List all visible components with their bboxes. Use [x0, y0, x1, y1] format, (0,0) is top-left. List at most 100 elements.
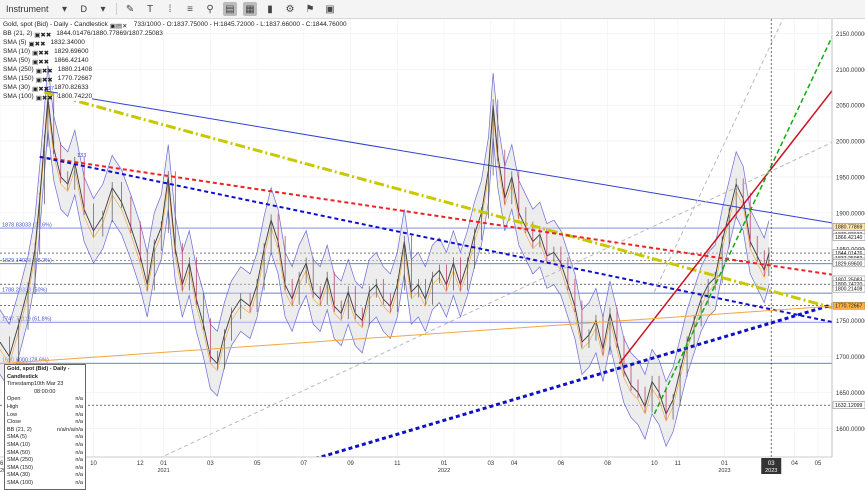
x-tick-label: 12 — [137, 461, 144, 467]
text-icon[interactable]: T — [146, 3, 154, 15]
toolbar-divider — [116, 3, 118, 15]
info-value: n/a — [75, 419, 83, 426]
trendline[interactable] — [618, 90, 833, 365]
flag-icon[interactable]: ⚑ — [305, 3, 315, 15]
info-key: SMA (30) — [7, 472, 30, 479]
info-key: High — [7, 403, 19, 410]
period-selector[interactable]: D — [80, 4, 88, 14]
info-key: SMA (5) — [7, 434, 27, 441]
trendline[interactable] — [44, 90, 833, 310]
legend-item-controls-icon[interactable]: ▣✖✖ — [32, 58, 50, 66]
info-row: Close n/a — [7, 419, 83, 427]
trendline[interactable] — [39, 155, 833, 323]
x-tick-label: 04 — [511, 461, 518, 467]
x-axis-background — [0, 457, 865, 487]
trendline[interactable] — [44, 90, 833, 224]
price-label-text: 1770.72667 — [835, 304, 863, 310]
info-key: Low — [7, 411, 18, 418]
legend-item: SMA (50) ▣✖✖ 1866.42140 — [3, 56, 347, 66]
bollinger-fill — [0, 65, 769, 447]
info-key: BB (21, 2) — [7, 426, 32, 433]
x-tick-label: 11 — [675, 461, 682, 467]
legend-item-value: 1770.72667 — [57, 74, 93, 83]
price-label-text: 1829.69600 — [835, 261, 863, 267]
trendline[interactable] — [653, 19, 784, 293]
x-axis[interactable]: 0620200708101201202103050709110120220304… — [0, 456, 865, 487]
x-tick-label: 05 — [815, 461, 822, 467]
price-label-text: 1844.01476 — [835, 251, 863, 257]
info-key: SMA (100) — [7, 479, 33, 486]
price-label-text: 1632.12099 — [835, 403, 863, 409]
y-tick-label: 2050.00000 — [836, 104, 865, 110]
y-tick-label: 1650.00000 — [836, 391, 865, 397]
legend-item-value: 1880.21408 — [57, 65, 93, 74]
price-label-text: 1880.77869 — [835, 225, 863, 231]
info-row: BB (21, 2) n/a/n/a/n/a — [7, 427, 83, 435]
price-label-text: 1800.21408 — [835, 287, 863, 293]
legend-item-controls-icon[interactable]: ▣✖✖ — [32, 49, 50, 57]
legend-item-label: SMA (5) — [3, 39, 27, 46]
candles-icon[interactable]: ⁞ — [168, 3, 172, 15]
fib-level-label: 1788.23333 (50%) — [2, 288, 47, 294]
trendline[interactable] — [39, 155, 833, 276]
legend-item-label: SMA (150) — [3, 75, 34, 82]
info-key: Timestamp — [7, 381, 34, 388]
fib-level-label: 1690.6000 (78.6%) — [2, 358, 49, 364]
trendline[interactable] — [0, 305, 833, 365]
trendline[interactable] — [70, 142, 833, 487]
x-tick-label: 10 — [90, 461, 97, 467]
grid-icon[interactable]: ▦ — [243, 2, 258, 16]
legend-controls-icon[interactable]: ▣▤✕ — [109, 22, 128, 30]
y-tick-label: 2000.00000 — [836, 140, 865, 146]
y-tick-label: 1700.00000 — [836, 355, 865, 361]
x-tick-sublabel: 2023 — [718, 468, 730, 474]
x-tick-label: 08 — [604, 461, 611, 467]
y-tick-label: 2150.00000 — [836, 32, 865, 38]
save-icon[interactable]: ▣ — [325, 3, 335, 15]
y-tick-label: 1900.00000 — [836, 211, 865, 217]
legend-item-controls-icon[interactable]: ▣✖✖ — [32, 85, 50, 93]
pencil-icon[interactable]: ✎ — [125, 3, 135, 15]
info-value: n/a/n/a/n/a — [57, 426, 83, 433]
info-key: SMA (10) — [7, 441, 30, 448]
legend-item: SMA (150) ▣✖✖ 1770.72667 — [3, 74, 347, 84]
info-key: Open — [7, 396, 21, 403]
legend-item-controls-icon[interactable]: ▣✖✖ — [35, 94, 53, 102]
info-key: SMA (250) — [7, 457, 33, 464]
fib-level-label: 1747.72119 (61.8%) — [2, 317, 52, 323]
info-row: SMA (100) n/a — [7, 480, 83, 488]
legend-item-value: 1866.42140 — [54, 56, 89, 65]
legend-item-label: SMA (10) — [3, 48, 31, 55]
info-key: SMA (50) — [7, 449, 30, 456]
legend-item-controls-icon[interactable]: ▣✖✖ — [35, 76, 53, 84]
legend-item-value: 1829.69600 — [54, 47, 89, 56]
legend-item-controls-icon[interactable]: ▣✖✖ — [34, 31, 52, 39]
chevron-down-icon[interactable]: ▾ — [100, 3, 106, 15]
layout-icon[interactable]: ▤ — [223, 2, 238, 16]
x-tick-label: 01 — [160, 461, 167, 467]
ruler-icon[interactable]: ≡ — [187, 3, 193, 15]
instrument-selector[interactable]: Instrument — [6, 4, 49, 14]
legend-ohlc: 733/1000 - O:1837.75000 - H:1845.72000 -… — [133, 21, 347, 28]
info-value: n/a — [75, 396, 83, 403]
legend-item-controls-icon[interactable]: ▣✖✖ — [28, 40, 46, 48]
info-row: Timestamp 10th Mar 23 08:00:00 — [7, 381, 83, 396]
bar-chart-icon[interactable]: ▮ — [267, 3, 273, 15]
legend-item: SMA (250) ▣✖✖ 1880.21408 — [3, 65, 347, 75]
x-tick-label: 10 — [651, 461, 658, 467]
info-key: Close — [7, 419, 22, 426]
y-tick-label: 1600.00000 — [836, 427, 865, 433]
info-value: n/a — [75, 441, 83, 448]
info-value: 10th Mar 23 08:00:00 — [34, 381, 64, 395]
legend-item-controls-icon[interactable]: ▣✖✖ — [35, 67, 53, 75]
info-value: n/a — [75, 479, 83, 486]
price-labels: 1880.778691870.826331866.421401844.01476… — [832, 222, 865, 409]
trendline[interactable] — [653, 36, 833, 415]
settings-icon[interactable]: ⚙ — [285, 3, 295, 15]
legend-item: SMA (10) ▣✖✖ 1829.69600 — [3, 47, 347, 57]
zoom-icon[interactable]: ⚲ — [206, 3, 214, 15]
legend-instrument: Gold, spot (Bid) - Daily - Candlestick — [3, 21, 108, 28]
info-value: n/a — [75, 449, 83, 456]
x-tick-label: 04 — [791, 461, 798, 467]
chevron-down-icon[interactable]: ▾ — [62, 3, 68, 15]
